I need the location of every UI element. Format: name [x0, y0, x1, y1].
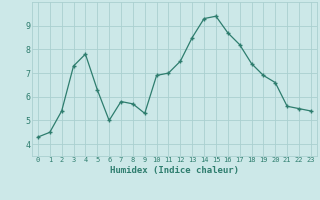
X-axis label: Humidex (Indice chaleur): Humidex (Indice chaleur) — [110, 166, 239, 175]
